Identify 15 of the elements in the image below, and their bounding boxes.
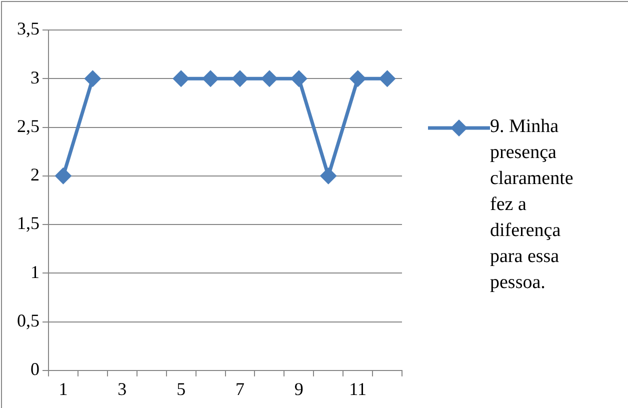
x-tick-label: 9 xyxy=(294,378,304,399)
y-tick-label: 2,5 xyxy=(17,116,40,136)
x-tick-label: 5 xyxy=(176,378,186,399)
y-tick-label: 1,5 xyxy=(17,213,40,234)
x-tick-label: 3 xyxy=(118,378,127,399)
y-tick-label: 0 xyxy=(30,359,40,380)
y-tick-label: 2 xyxy=(30,164,40,185)
y-tick-label: 3,5 xyxy=(17,18,40,39)
y-tick-label: 0,5 xyxy=(17,310,40,331)
legend-label: 9. Minha presença claramente fez a diferença para essa pessoa. xyxy=(490,115,574,295)
y-tick-label: 1 xyxy=(30,262,40,282)
x-tick-label: 7 xyxy=(235,378,244,399)
y-tick-label: 3 xyxy=(30,67,40,88)
x-tick-label: 1 xyxy=(58,378,68,399)
x-tick-label: 11 xyxy=(349,378,366,399)
